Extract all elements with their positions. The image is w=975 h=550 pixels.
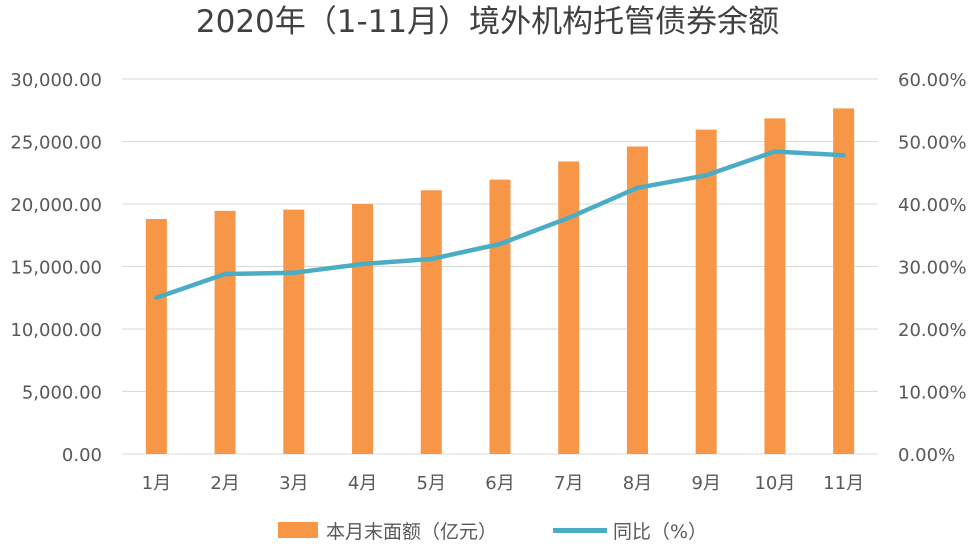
y-left-tick-label: 30,000.00 [10, 70, 102, 91]
bar [764, 118, 786, 454]
y-right-tick-label: 40.00% [898, 195, 967, 216]
series-line [154, 149, 846, 301]
legend-swatch-line [553, 527, 607, 533]
bar [283, 209, 305, 454]
bar [214, 210, 236, 454]
bar [833, 108, 855, 454]
x-tick-label: 6月 [485, 473, 514, 494]
y-right-tick-label: 20.00% [898, 320, 967, 341]
x-tick-label: 4月 [348, 473, 377, 494]
bar [695, 129, 717, 454]
x-tick-label: 1月 [142, 473, 171, 494]
y-left-tick-label: 25,000.00 [10, 133, 102, 154]
chart-plot: 0.00 5,000.00 10,000.00 15,000.00 20,000.00 2… [10, 70, 967, 494]
chart-legend: 本月末面额（亿元） 同比（%） [0, 516, 975, 544]
legend-swatch-bar [278, 522, 318, 538]
x-tick-label: 5月 [417, 473, 446, 494]
y-left-tick-label: 0.00 [62, 445, 102, 466]
y-left-tick-label: 10,000.00 [10, 320, 102, 341]
y-right-tick-label: 0.00% [898, 445, 955, 466]
legend-item-line: 同比（%） [553, 516, 707, 544]
bar [352, 204, 374, 454]
y-left-tick-label: 15,000.00 [10, 258, 102, 279]
chart-title: 2020年（1-11月）境外机构托管债券余额 [195, 4, 780, 40]
y-right-tick-label: 60.00% [898, 70, 967, 91]
legend-label-bars: 本月末面额（亿元） [326, 520, 498, 543]
y-right-tick-label: 10.00% [898, 383, 967, 404]
y-right-tick-label: 30.00% [898, 258, 967, 279]
bar [420, 190, 442, 454]
x-tick-label: 7月 [554, 473, 583, 494]
x-tick-label: 9月 [691, 473, 720, 494]
x-tick-label: 11月 [823, 473, 864, 494]
bar [626, 146, 648, 454]
bar [489, 179, 511, 454]
bar [145, 219, 167, 454]
bar [558, 161, 580, 454]
x-tick-label: 3月 [279, 473, 308, 494]
legend-item-bars: 本月末面额（亿元） [278, 516, 497, 544]
x-tick-label: 2月 [210, 473, 239, 494]
y-left-tick-label: 5,000.00 [22, 383, 102, 404]
x-tick-label: 8月 [623, 473, 652, 494]
legend-label-line: 同比（%） [613, 520, 708, 543]
x-tick-label: 10月 [754, 473, 795, 494]
y-right-tick-label: 50.00% [898, 133, 967, 154]
y-left-tick-label: 20,000.00 [10, 195, 102, 216]
